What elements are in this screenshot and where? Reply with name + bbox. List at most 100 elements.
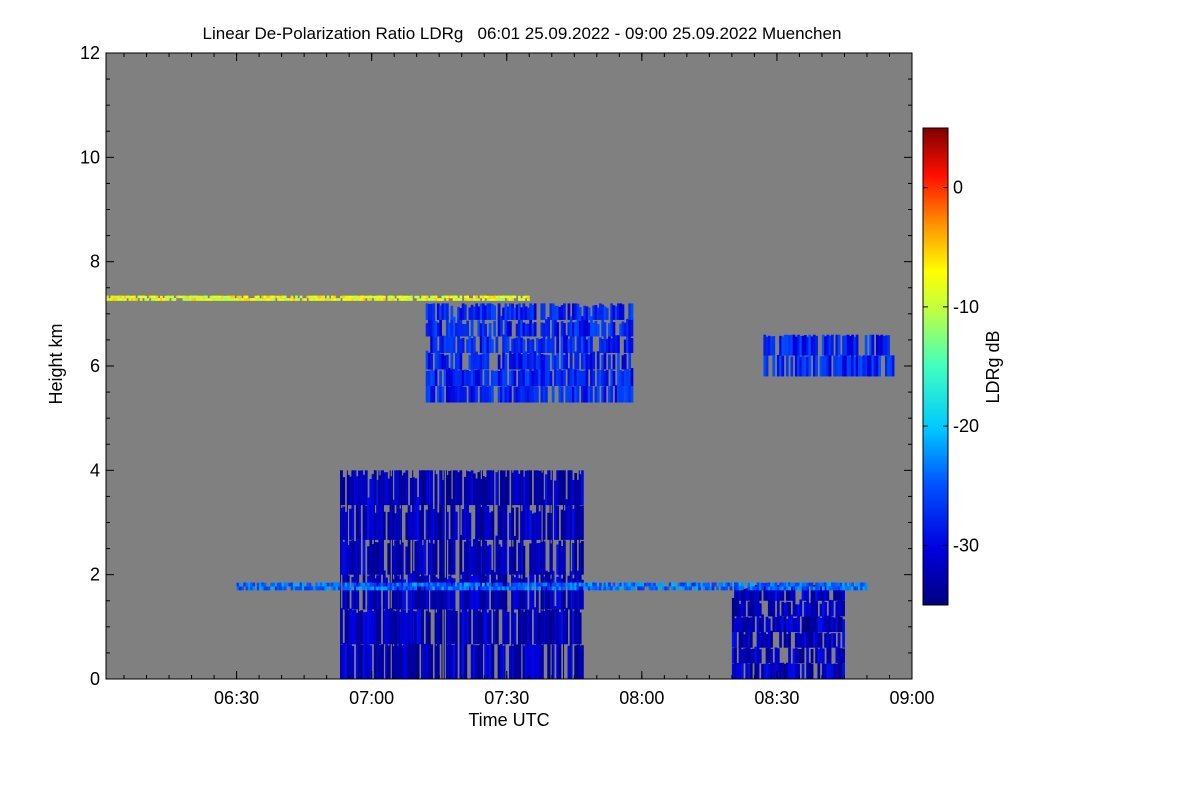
ldr-cell [463,298,467,301]
ldr-cell [513,307,517,320]
ldr-cell [529,303,533,320]
ldr-cell [682,586,686,591]
ldr-cell [290,582,294,587]
ldr-cell [583,385,587,403]
ldr-cell [362,612,366,645]
ldr-cell [459,643,463,679]
ldr-cell [623,582,627,587]
ldr-cell [344,298,348,301]
ldr-cell [157,298,161,301]
ldr-cell [331,582,334,587]
ldr-cell [824,585,827,601]
ldr-cell [806,589,809,601]
ldr-cell [454,368,458,386]
ldr-cell [502,470,505,506]
ldr-cell [450,498,454,540]
ldr-streak [549,470,551,679]
ldr-cell [779,586,782,591]
ldr-cell [797,355,800,377]
ldr-cell [353,541,357,575]
ldr-cell [758,632,762,648]
ldr-cell [612,370,616,386]
ldr-cell [576,479,580,506]
ldr-cell [441,335,445,353]
ldr-cell [563,540,566,575]
ldr-cell [821,582,825,587]
ldr-cell [749,585,753,601]
ldr-cell [833,633,836,648]
ldr-cell [499,644,503,679]
ldr-cell [700,582,704,587]
ldr-cell [513,582,517,587]
ldr-cell [454,352,458,370]
ldr-cell [531,536,535,575]
ldr-cell [486,470,490,506]
ldr-cell [403,582,406,587]
ldr-cell [301,582,305,587]
ldr-cell [427,502,431,540]
ldr-cell [601,368,605,386]
ldr-cell [743,600,746,617]
ldr-cell [153,298,157,301]
ldr-cell [513,338,517,353]
ldr-cell [427,370,431,386]
ldr-cell [558,470,562,506]
ldr-cell [518,582,521,587]
ldr-cell [635,582,638,587]
ldr-cell [439,534,442,575]
ldr-cell [466,582,469,587]
ldr-cell [263,295,267,299]
ldr-cell [396,582,400,587]
ldr-cell [675,586,679,591]
ldr-cell [533,582,537,587]
ldr-streak [542,470,544,679]
ldr-cell [765,616,769,633]
ldr-cell [272,298,276,301]
ldr-cell [781,585,785,601]
ldr-cell [506,306,510,320]
ldr-cell [842,619,845,633]
ldr-cell [560,509,564,540]
ldr-streak [400,470,402,679]
ldr-cell [529,543,533,575]
ldr-cell [477,573,481,610]
ldr-cell [563,470,566,506]
ldr-cell [551,319,555,337]
ldr-cell [601,586,605,591]
ldr-streak [427,470,429,679]
ldr-cell [504,318,508,337]
ldr-cell [821,356,825,377]
ldr-cell [765,662,769,679]
ldr-cell [423,643,427,679]
ldr-cell [283,586,287,591]
ldr-cell [518,317,521,337]
ldr-cell [720,586,724,591]
ldr-cell [862,582,866,587]
ldr-cell [846,334,850,356]
ldr-cell [788,631,791,648]
ldr-cell [673,586,677,591]
ldr-cell [317,295,321,299]
ldr-cell [355,540,359,575]
ldr-cell [450,295,454,299]
ldr-cell [380,644,384,679]
ldr-cell [488,322,492,337]
ldr-cell [801,582,805,587]
ldr-cell [245,295,249,299]
ldr-cell [214,295,217,299]
ldr-cell [590,586,593,591]
ldr-cell [495,586,499,591]
ldr-cell [448,470,451,506]
ldr-cell [427,542,431,575]
ldr-cell [322,586,325,591]
ldr-cell [810,598,814,617]
ldr-cell [540,354,544,370]
ldr-cell [497,315,501,337]
ldr-cell [457,335,460,353]
ldr-cell [409,643,413,679]
ldr-cell [756,586,760,601]
ldr-cell [641,586,645,591]
ldr-cell [445,334,449,353]
ldr-cell [569,335,573,353]
ldr-cell [436,512,440,540]
